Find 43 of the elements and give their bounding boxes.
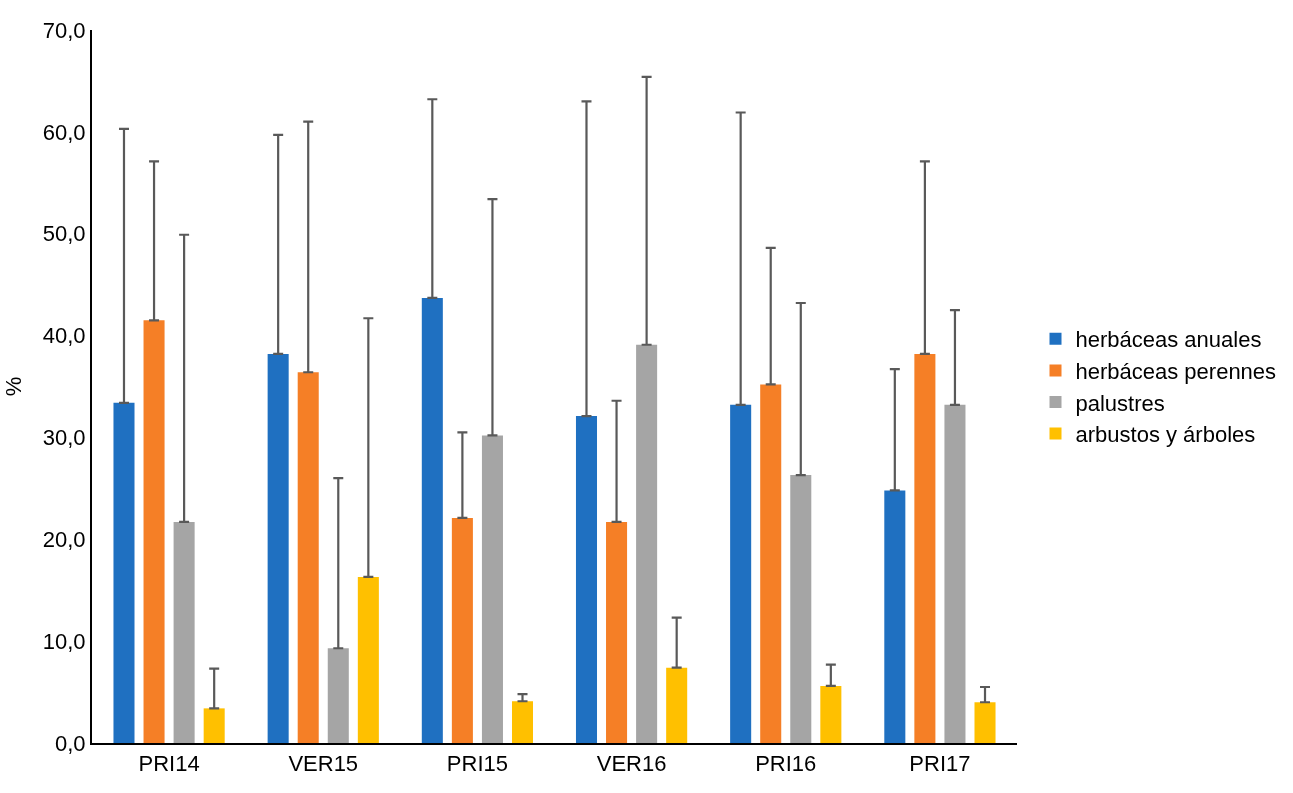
- x-tick-label: VER15: [288, 751, 359, 777]
- bar: [636, 344, 658, 743]
- bar: [944, 404, 966, 743]
- y-tick-label: 50,0: [42, 221, 86, 247]
- legend-label: herbáceas perennes: [1075, 358, 1277, 384]
- x-tick-label: PRI17: [909, 751, 971, 777]
- y-axis-title: %: [1, 376, 27, 397]
- legend-label: palustres: [1075, 390, 1165, 416]
- bar: [173, 521, 195, 743]
- bar: [481, 435, 503, 743]
- bar: [143, 320, 165, 743]
- legend-label: arbustos y árboles: [1075, 422, 1256, 448]
- x-tick-label: PRI14: [138, 751, 200, 777]
- bar: [297, 372, 319, 743]
- y-tick-label: 20,0: [42, 526, 86, 552]
- bar: [730, 404, 752, 743]
- bar: [790, 475, 812, 743]
- y-tick-label: 70,0: [42, 17, 86, 43]
- legend-label: herbáceas anuales: [1075, 327, 1262, 353]
- bar: [606, 521, 628, 743]
- x-tick-label: PRI16: [755, 751, 817, 777]
- y-tick-label: 60,0: [42, 119, 86, 145]
- x-tick-label: VER16: [596, 751, 667, 777]
- bar: [974, 702, 996, 743]
- y-tick-label: 30,0: [42, 425, 86, 451]
- bar: [267, 353, 289, 743]
- y-tick-label: 10,0: [42, 628, 86, 654]
- bar: [760, 384, 782, 743]
- y-tick-label: 40,0: [42, 323, 86, 349]
- bar: [820, 685, 842, 743]
- bar: [914, 353, 936, 743]
- bar: [884, 490, 906, 743]
- bar: [327, 648, 349, 743]
- bar: [203, 708, 225, 743]
- bar: [451, 517, 473, 743]
- y-tick-label: 0,0: [55, 730, 86, 756]
- bar: [511, 701, 534, 743]
- bar: [357, 576, 379, 743]
- bar: [421, 297, 443, 743]
- bar: [666, 667, 688, 743]
- bar: [113, 402, 135, 743]
- bar: [575, 416, 598, 743]
- x-tick-label: PRI15: [446, 751, 508, 777]
